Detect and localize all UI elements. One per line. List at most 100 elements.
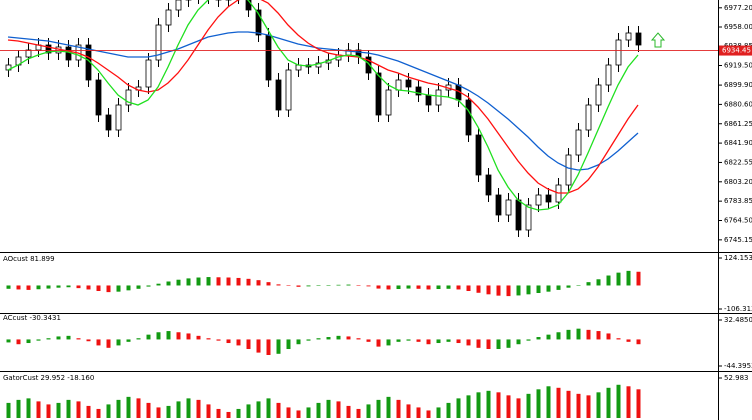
histogram-bar [36, 285, 41, 290]
moving-average-line [7, 0, 639, 194]
histogram-bar [566, 329, 571, 340]
histogram-bar [636, 271, 641, 286]
histogram-bar [46, 338, 51, 340]
histogram-bar [606, 333, 611, 340]
histogram-bar [506, 285, 511, 297]
histogram-bar [96, 408, 101, 418]
histogram-bar [266, 339, 271, 355]
histogram-bar [26, 285, 31, 290]
candle-body [115, 104, 122, 131]
histogram-bar [6, 285, 11, 289]
candle-body [395, 79, 402, 91]
histogram-bar [186, 333, 191, 340]
y-tick-label: 6841.90 [724, 139, 752, 147]
histogram-bar [356, 338, 361, 340]
histogram-bar [316, 338, 321, 340]
histogram-bar [526, 339, 531, 341]
histogram-bar [346, 336, 351, 340]
histogram-bar [16, 285, 21, 290]
histogram-bar [476, 285, 481, 293]
histogram-bar [386, 396, 391, 418]
y-tick-label: 124.153 [724, 254, 752, 262]
histogram-bar [196, 335, 201, 340]
y-tick-label: 6783.85 [724, 197, 752, 205]
histogram-bar [36, 339, 41, 341]
histogram-bar [76, 401, 81, 418]
candle-body [25, 49, 32, 58]
histogram-bar [466, 395, 471, 418]
histogram-bar [86, 285, 91, 290]
histogram-bar [346, 284, 351, 286]
histogram-bar [576, 285, 581, 286]
candle-body [435, 89, 442, 106]
histogram-bar [616, 384, 621, 418]
histogram-bar [86, 339, 91, 342]
histogram-bar [376, 339, 381, 347]
candle-body [105, 114, 112, 131]
histogram-bar [616, 338, 621, 340]
histogram-bar [376, 285, 381, 289]
histogram-bar [6, 402, 11, 418]
histogram-bar [136, 338, 141, 340]
histogram-bar [606, 275, 611, 286]
histogram-bar [536, 337, 541, 340]
histogram-bar [466, 285, 471, 292]
histogram-bar [626, 339, 631, 342]
histogram-bar [566, 390, 571, 418]
histogram-bar [396, 399, 401, 418]
histogram-bar [76, 285, 81, 289]
histogram-bar [246, 278, 251, 286]
histogram-bar [326, 399, 331, 418]
histogram-bar [96, 285, 101, 292]
histogram-bar [416, 339, 421, 342]
histogram-bar [396, 285, 401, 290]
histogram-bar [556, 387, 561, 418]
histogram-bar [46, 285, 51, 289]
histogram-bar [276, 402, 281, 418]
histogram-bar [106, 285, 111, 293]
y-tick-label: 52.983 [724, 374, 749, 382]
histogram-bar [346, 405, 351, 418]
histogram-bar [16, 399, 21, 418]
histogram-bar [196, 277, 201, 286]
indicator-title: AOcust 81.899 [3, 255, 55, 263]
current-price-label: 6934.45 [722, 47, 751, 55]
candle-body [575, 129, 582, 156]
histogram-bar [216, 408, 221, 418]
histogram-bar [316, 285, 321, 286]
histogram-bar [506, 395, 511, 418]
histogram-bar [516, 339, 521, 345]
histogram-bar [246, 404, 251, 418]
histogram-bar [546, 285, 551, 292]
histogram-bar [296, 339, 301, 345]
histogram-bar [276, 284, 281, 286]
candle-body [265, 34, 272, 81]
histogram-bar [586, 282, 591, 286]
candle-body [385, 89, 392, 116]
histogram-bar [16, 339, 21, 345]
histogram-bar [26, 398, 31, 418]
candle-body [255, 9, 262, 36]
candle-body [65, 46, 72, 61]
histogram-bar [456, 398, 461, 418]
histogram-bar [286, 407, 291, 418]
candle-body [125, 89, 132, 106]
histogram-bar [106, 339, 111, 348]
candle-body [595, 84, 602, 106]
histogram-bar [156, 407, 161, 418]
histogram-bar [236, 277, 241, 286]
histogram-bar [356, 408, 361, 418]
histogram-bar [366, 285, 371, 287]
candle-body [425, 94, 432, 106]
histogram-bar [306, 339, 311, 341]
indicator-title: GatorCust 29.952 -18.160 [3, 374, 94, 382]
candle-body [495, 194, 502, 216]
candle-body [405, 79, 412, 88]
histogram-bar [216, 339, 221, 341]
histogram-bar [536, 389, 541, 418]
histogram-bar [636, 339, 641, 345]
histogram-bar [106, 404, 111, 418]
histogram-bar [206, 338, 211, 340]
histogram-bar [366, 339, 371, 342]
